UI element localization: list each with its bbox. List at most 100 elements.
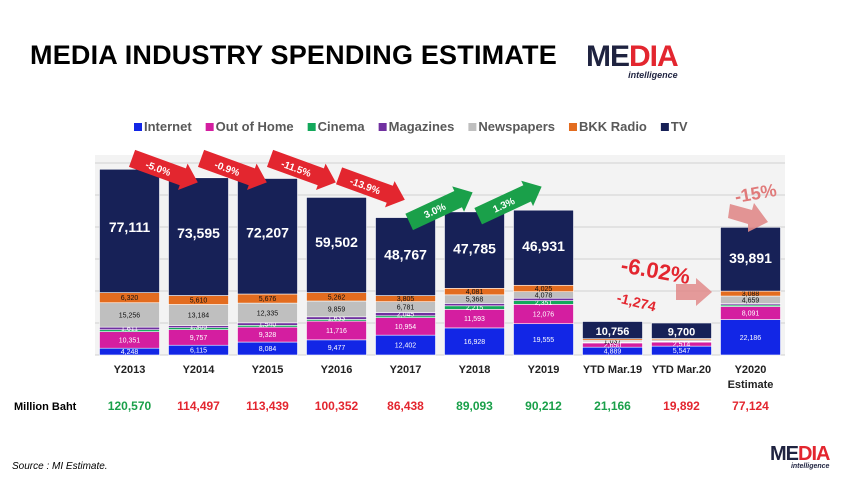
growth-arrow-shape xyxy=(335,167,405,208)
category-label: YTD Mar.20 xyxy=(652,364,711,376)
category-label: Y2018 xyxy=(459,364,491,376)
decline-arrow xyxy=(676,278,712,306)
data-label: 19,555 xyxy=(533,337,555,344)
total-value: 21,166 xyxy=(594,399,631,413)
legend-swatch-bkk-radio xyxy=(568,123,577,131)
total-value: 89,093 xyxy=(456,399,493,413)
legend-label: Internet xyxy=(144,119,192,134)
data-label: 5,262 xyxy=(328,294,346,301)
category-label: Y2015 xyxy=(252,364,284,376)
data-label: 6,320 xyxy=(121,295,139,302)
media-intelligence-logo: MEDIA intelligence xyxy=(586,40,679,81)
data-label: 12,076 xyxy=(533,312,555,319)
total-value: 19,892 xyxy=(663,399,700,413)
total-value: 120,570 xyxy=(108,399,152,413)
data-label: 9,700 xyxy=(668,326,696,338)
bar-segment-tv xyxy=(651,322,712,339)
data-label: 6,781 xyxy=(397,305,415,312)
data-label: 39,891 xyxy=(729,250,772,266)
category-label: Y2016 xyxy=(321,364,353,376)
data-label: 11,593 xyxy=(464,316,485,323)
data-label: 4,248 xyxy=(121,349,139,356)
growth-arrow-shape xyxy=(474,180,542,225)
bar-segment-tv xyxy=(99,168,160,293)
data-label: 8,084 xyxy=(259,346,277,353)
category-label: Y2017 xyxy=(390,364,422,376)
legend-swatch-out-of-home xyxy=(205,123,214,131)
legend-label: TV xyxy=(671,119,688,134)
totals-row-label: Million Baht xyxy=(14,401,77,413)
source-note: Source : MI Estimate. xyxy=(12,461,108,472)
growth-arrow-shape xyxy=(405,186,473,231)
data-label: 8,091 xyxy=(742,311,760,318)
data-label: 1,037 xyxy=(604,338,622,345)
bar-segment-tv xyxy=(582,321,643,340)
data-label: 1,633 xyxy=(328,316,346,323)
data-label: 48,767 xyxy=(384,247,427,263)
data-label: 2,514 xyxy=(673,342,691,349)
legend-swatch-tv xyxy=(660,123,669,131)
data-label: 5,547 xyxy=(673,348,691,355)
bar-segment-tv xyxy=(513,209,574,286)
legend-swatch-magazines xyxy=(378,123,387,131)
data-label: 72,207 xyxy=(246,224,289,240)
category-label: Estimate xyxy=(728,379,774,391)
data-label: 2,215 xyxy=(466,305,484,312)
data-label: 4,081 xyxy=(466,289,484,296)
data-label: 4,078 xyxy=(535,292,553,299)
data-label: 3,805 xyxy=(397,296,415,303)
data-label: 46,931 xyxy=(522,238,565,254)
category-label: Y2013 xyxy=(114,364,146,376)
data-label: 4,025 xyxy=(535,286,553,293)
growth-arrow: 3.0% xyxy=(405,186,473,231)
data-label: 5,610 xyxy=(190,298,208,305)
data-label: 2,045 xyxy=(397,312,415,319)
category-label: Y2014 xyxy=(183,364,216,376)
bar-segment-internet xyxy=(513,323,574,356)
legend-label: BKK Radio xyxy=(579,119,647,134)
growth-arrow: -0.9% xyxy=(197,149,267,190)
data-label: 4,889 xyxy=(604,349,622,356)
legend-swatch-cinema xyxy=(307,123,316,131)
data-label: 10,954 xyxy=(395,324,417,331)
legend-label: Out of Home xyxy=(216,119,294,134)
data-label: 11,716 xyxy=(326,328,347,335)
data-label: 22,186 xyxy=(740,335,762,342)
bar-segment-internet xyxy=(444,327,505,356)
data-label: 77,111 xyxy=(109,219,150,235)
growth-arrow-shape xyxy=(197,149,267,190)
category-label: YTD Mar.19 xyxy=(583,364,642,376)
growth-arrow: 1.3% xyxy=(474,180,542,225)
data-label: 13,184 xyxy=(188,313,210,320)
bar-segment-magazines xyxy=(444,303,505,307)
data-label: 16,928 xyxy=(464,339,486,346)
bar-segment-tv xyxy=(375,217,436,296)
data-label: 1,611 xyxy=(121,326,138,333)
total-value: 77,124 xyxy=(732,399,769,413)
data-label: 3,088 xyxy=(742,291,760,298)
data-label: 2,351 xyxy=(535,300,553,307)
bar-segment-tv xyxy=(720,226,781,292)
total-value: 113,439 xyxy=(246,399,289,413)
data-label: 9,757 xyxy=(190,335,208,342)
category-label: Y2019 xyxy=(528,364,560,376)
data-label: 47,785 xyxy=(453,240,496,256)
data-label: 12,335 xyxy=(257,310,279,317)
bar-segment-tv xyxy=(168,177,229,296)
data-label: 73,595 xyxy=(177,225,220,241)
page-title: MEDIA INDUSTRY SPENDING ESTIMATE xyxy=(30,40,557,70)
data-label: 59,502 xyxy=(315,234,358,250)
data-label: 9,859 xyxy=(328,306,346,313)
legend-label: Newspapers xyxy=(478,119,555,134)
data-label: 10,351 xyxy=(119,337,141,344)
data-label: 6,115 xyxy=(190,348,207,355)
legend-swatch-internet xyxy=(134,123,142,131)
decline-arrow xyxy=(728,203,768,232)
legend-label: Magazines xyxy=(389,119,455,134)
growth-arrow-shape xyxy=(266,149,336,190)
media-intelligence-logo-footer: MEDIA intelligence xyxy=(770,443,830,470)
data-label: 15,256 xyxy=(119,312,141,319)
growth-arrow: -5.0% xyxy=(128,149,198,190)
data-label: 4,659 xyxy=(742,297,760,304)
